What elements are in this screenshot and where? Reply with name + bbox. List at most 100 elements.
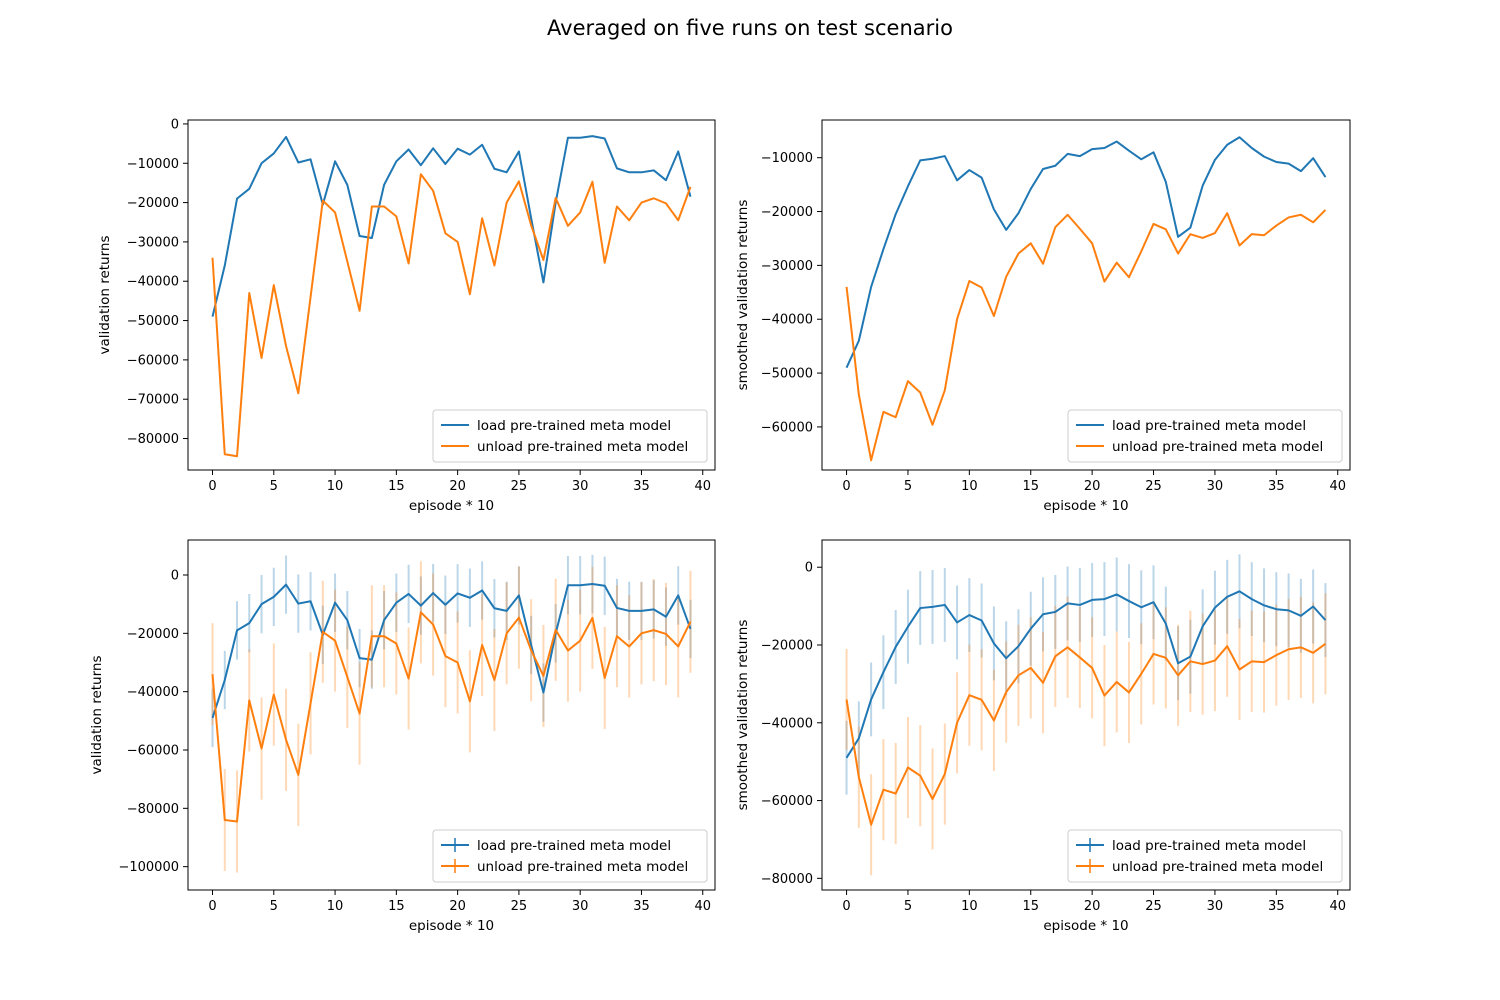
series-line-unload xyxy=(845,209,1327,462)
legend: load pre-trained meta model unload pre-tr… xyxy=(432,409,708,463)
series-line-load xyxy=(211,135,692,317)
x-tick-label: 15 xyxy=(1022,899,1039,914)
y-axis-label: validation returns xyxy=(89,655,105,774)
y-tick-label: −10000 xyxy=(127,157,179,172)
y-tick-label: −60000 xyxy=(761,794,813,809)
legend-label-unload: unload pre-trained meta model xyxy=(1112,439,1323,455)
x-tick-label: 5 xyxy=(270,899,278,914)
subplot-bottom-right: 0 5 10 15 20 25 30 35 40 0 −20000 −40000 −60000 −8000… xyxy=(735,539,1351,934)
legend-box xyxy=(1067,409,1343,463)
y-tick-label: −80000 xyxy=(127,802,179,817)
x-tick-label: 35 xyxy=(1268,899,1285,914)
y-tick-label: −50000 xyxy=(761,367,813,382)
axes-frame xyxy=(187,119,716,471)
y-tick-label: −100000 xyxy=(118,860,179,875)
x-axis-label: episode * 10 xyxy=(1043,918,1128,934)
legend-box xyxy=(1067,829,1343,883)
x-axis-label: episode * 10 xyxy=(1043,498,1128,514)
x-tick-label: 20 xyxy=(449,479,466,494)
x-tick-label: 35 xyxy=(633,899,650,914)
y-tick-label: −60000 xyxy=(127,744,179,759)
x-tick-label: 25 xyxy=(511,479,528,494)
y-axis-label: validation returns xyxy=(97,235,113,354)
x-axis-label: episode * 10 xyxy=(409,498,494,514)
legend-label-unload: unload pre-trained meta model xyxy=(477,439,688,455)
y-tick-label: −20000 xyxy=(761,205,813,220)
y-tick-label: −60000 xyxy=(127,353,179,368)
y-tick-label: −50000 xyxy=(127,314,179,329)
x-tick-label: 0 xyxy=(208,479,216,494)
y-tick-label: −20000 xyxy=(127,627,179,642)
x-tick-label: 10 xyxy=(961,899,978,914)
x-tick-label: 40 xyxy=(1329,899,1346,914)
legend: load pre-trained meta model unload pre-tr… xyxy=(1067,829,1343,883)
series-line-load xyxy=(845,136,1327,369)
x-tick-label: 5 xyxy=(904,479,912,494)
y-axis-label: smoothed validation returns xyxy=(735,200,751,391)
legend: load pre-trained meta model unload pre-tr… xyxy=(432,829,708,883)
figure-title: Averaged on five runs on test scenario xyxy=(547,16,953,40)
x-tick-label: 0 xyxy=(842,899,850,914)
x-axis-label: episode * 10 xyxy=(409,918,494,934)
series-line-load xyxy=(845,590,1327,759)
x-tick-label: 30 xyxy=(1207,899,1224,914)
x-tick-label: 30 xyxy=(1207,479,1224,494)
x-tick-label: 15 xyxy=(388,899,405,914)
y-tick-label: −30000 xyxy=(127,235,179,250)
series-line-unload xyxy=(211,173,692,458)
legend-label-unload: unload pre-trained meta model xyxy=(1112,859,1323,875)
x-tick-label: 35 xyxy=(633,479,650,494)
x-tick-label: 0 xyxy=(208,899,216,914)
axes-frame xyxy=(821,539,1351,891)
y-tick-label: −80000 xyxy=(761,872,813,887)
x-tick-label: 20 xyxy=(1084,899,1101,914)
y-tick-label: 0 xyxy=(171,569,179,584)
y-tick-label: −40000 xyxy=(761,313,813,328)
y-tick-label: −20000 xyxy=(127,196,179,211)
y-tick-label: −40000 xyxy=(127,685,179,700)
y-tick-label: −40000 xyxy=(761,716,813,731)
legend-label-load: load pre-trained meta model xyxy=(1112,838,1306,854)
legend-label-unload: unload pre-trained meta model xyxy=(477,859,688,875)
legend-box xyxy=(432,409,708,463)
x-tick-label: 40 xyxy=(1329,479,1346,494)
legend-label-load: load pre-trained meta model xyxy=(477,838,671,854)
x-tick-label: 35 xyxy=(1268,479,1285,494)
axes-frame xyxy=(821,119,1351,471)
subplot-top-right: 0 5 10 15 20 25 30 35 40 −10000 −20000 −30000 −40000… xyxy=(735,119,1351,514)
series-line-unload xyxy=(211,611,692,823)
legend: load pre-trained meta model unload pre-tr… xyxy=(1067,409,1343,463)
axes-frame xyxy=(187,539,716,891)
y-tick-label: −60000 xyxy=(761,420,813,435)
x-tick-label: 25 xyxy=(511,899,528,914)
x-tick-label: 0 xyxy=(842,479,850,494)
subplot-bottom-left: 0 5 10 15 20 25 30 35 40 0 −20000 −40000 −60000 −8000… xyxy=(89,539,716,934)
y-tick-label: 0 xyxy=(805,561,813,576)
x-tick-label: 10 xyxy=(961,479,978,494)
x-tick-label: 25 xyxy=(1145,899,1162,914)
y-tick-label: −40000 xyxy=(127,275,179,290)
legend-label-load: load pre-trained meta model xyxy=(1112,418,1306,434)
x-tick-label: 20 xyxy=(449,899,466,914)
x-tick-label: 10 xyxy=(327,899,344,914)
x-tick-label: 30 xyxy=(572,899,589,914)
x-tick-label: 30 xyxy=(572,479,589,494)
x-tick-label: 15 xyxy=(388,479,405,494)
subplot-top-left: 0 5 10 15 20 25 30 35 40 0 −10000 −20000 −30000 −4000… xyxy=(97,117,716,514)
legend-box xyxy=(432,829,708,883)
y-axis-label: smoothed validation returns xyxy=(735,620,751,811)
x-tick-label: 20 xyxy=(1084,479,1101,494)
y-tick-label: −80000 xyxy=(127,432,179,447)
series-line-load xyxy=(211,583,692,719)
x-tick-label: 25 xyxy=(1145,479,1162,494)
x-tick-label: 40 xyxy=(694,479,711,494)
x-tick-label: 15 xyxy=(1022,479,1039,494)
y-tick-label: −10000 xyxy=(761,151,813,166)
y-tick-label: −20000 xyxy=(761,639,813,654)
y-tick-label: −30000 xyxy=(761,259,813,274)
y-tick-label: −70000 xyxy=(127,393,179,408)
legend-label-load: load pre-trained meta model xyxy=(477,418,671,434)
y-tick-label: 0 xyxy=(171,117,179,132)
x-tick-label: 5 xyxy=(270,479,278,494)
